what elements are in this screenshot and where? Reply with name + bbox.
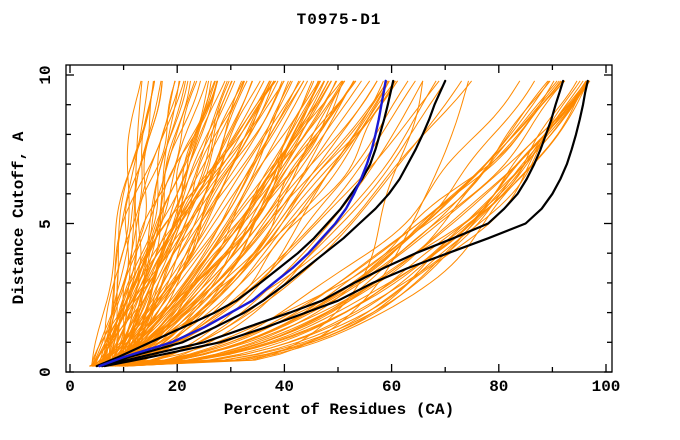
prediction-curve <box>107 80 300 367</box>
y-tick-label: 5 <box>37 218 55 229</box>
prediction-curve <box>127 80 437 367</box>
prediction-curve <box>115 80 590 367</box>
prediction-curve <box>90 80 279 367</box>
prediction-curve <box>126 80 253 367</box>
prediction-curve <box>98 80 216 367</box>
prediction-curve <box>93 80 371 367</box>
prediction-curve <box>109 80 191 367</box>
prediction-curve <box>113 80 218 367</box>
prediction-curve <box>124 80 565 367</box>
prediction-curve <box>121 80 322 367</box>
prediction-curve <box>109 80 588 367</box>
x-tick-label: 20 <box>167 378 187 396</box>
prediction-curve <box>122 80 551 367</box>
prediction-curve <box>106 80 378 367</box>
prediction-curve <box>104 80 313 367</box>
y-tick-label: 10 <box>37 65 55 85</box>
prediction-curve <box>104 80 142 367</box>
prediction-curve <box>128 80 248 367</box>
prediction-curve <box>93 80 321 367</box>
prediction-curve <box>103 80 236 367</box>
prediction-curve <box>111 80 216 367</box>
prediction-curve <box>125 80 588 367</box>
highlight-blue <box>98 79 387 368</box>
prediction-curve <box>105 80 201 367</box>
prediction-curve <box>91 80 185 367</box>
prediction-curve <box>119 80 578 367</box>
prediction-curve <box>118 80 186 367</box>
plot-border <box>65 64 613 373</box>
prediction-curve <box>103 80 389 367</box>
prediction-curve <box>89 80 337 367</box>
prediction-curve <box>125 80 245 367</box>
prediction-curve <box>121 80 378 367</box>
x-tick-label: 100 <box>591 378 621 396</box>
prediction-curve <box>118 80 346 367</box>
prediction-curve <box>116 80 560 367</box>
prediction-curve <box>106 80 463 367</box>
prediction-curve <box>104 80 292 367</box>
prediction-curve <box>125 80 589 367</box>
prediction-curve <box>126 80 384 367</box>
x-tick-label: 0 <box>65 378 75 396</box>
prediction-curve-group <box>89 80 591 367</box>
prediction-curve <box>91 80 155 367</box>
prediction-curve <box>122 80 469 367</box>
prediction-curve <box>107 80 409 367</box>
prediction-curve <box>117 80 319 367</box>
prediction-curve <box>118 80 272 367</box>
x-tick-label: 60 <box>381 378 402 396</box>
prediction-curve <box>91 80 196 367</box>
prediction-curve <box>111 80 440 367</box>
x-axis-label: Percent of Residues (CA) <box>223 401 455 419</box>
prediction-curve <box>109 80 212 367</box>
prediction-curve <box>99 80 555 367</box>
y-axis-label: Distance Cutoff, A <box>10 131 28 305</box>
prediction-curve <box>101 80 346 367</box>
prediction-curve <box>112 80 181 367</box>
chart-title: T0975-D1 <box>296 11 382 29</box>
highlight-black-4 <box>103 79 589 368</box>
prediction-curve <box>91 80 301 367</box>
highlight-black-1 <box>95 79 395 368</box>
prediction-curve <box>124 80 243 367</box>
prediction-curve <box>91 80 305 367</box>
tick-marks <box>66 65 612 373</box>
prediction-curve <box>111 80 558 367</box>
prediction-curve <box>127 80 270 367</box>
prediction-curve <box>105 80 315 367</box>
prediction-curve <box>107 80 416 367</box>
prediction-curve <box>109 80 265 367</box>
prediction-curve <box>127 80 355 367</box>
prediction-curve <box>117 80 272 367</box>
prediction-curve <box>114 80 333 367</box>
highlight-black-2 <box>101 79 447 368</box>
prediction-curve <box>93 80 218 367</box>
x-tick-label: 80 <box>489 378 509 396</box>
prediction-curve <box>98 80 332 367</box>
prediction-curve <box>99 80 189 367</box>
prediction-curve <box>100 80 584 367</box>
prediction-curve <box>122 80 390 367</box>
prediction-curve <box>90 80 276 367</box>
prediction-curve <box>121 80 587 367</box>
x-tick-label: 40 <box>274 378 294 396</box>
y-tick-label: 0 <box>37 367 55 377</box>
prediction-curve <box>94 80 424 367</box>
prediction-curve <box>100 80 154 367</box>
prediction-curve <box>89 80 550 367</box>
prediction-curve <box>110 80 447 367</box>
highlight-black-3 <box>101 79 565 368</box>
prediction-curve <box>107 80 589 367</box>
